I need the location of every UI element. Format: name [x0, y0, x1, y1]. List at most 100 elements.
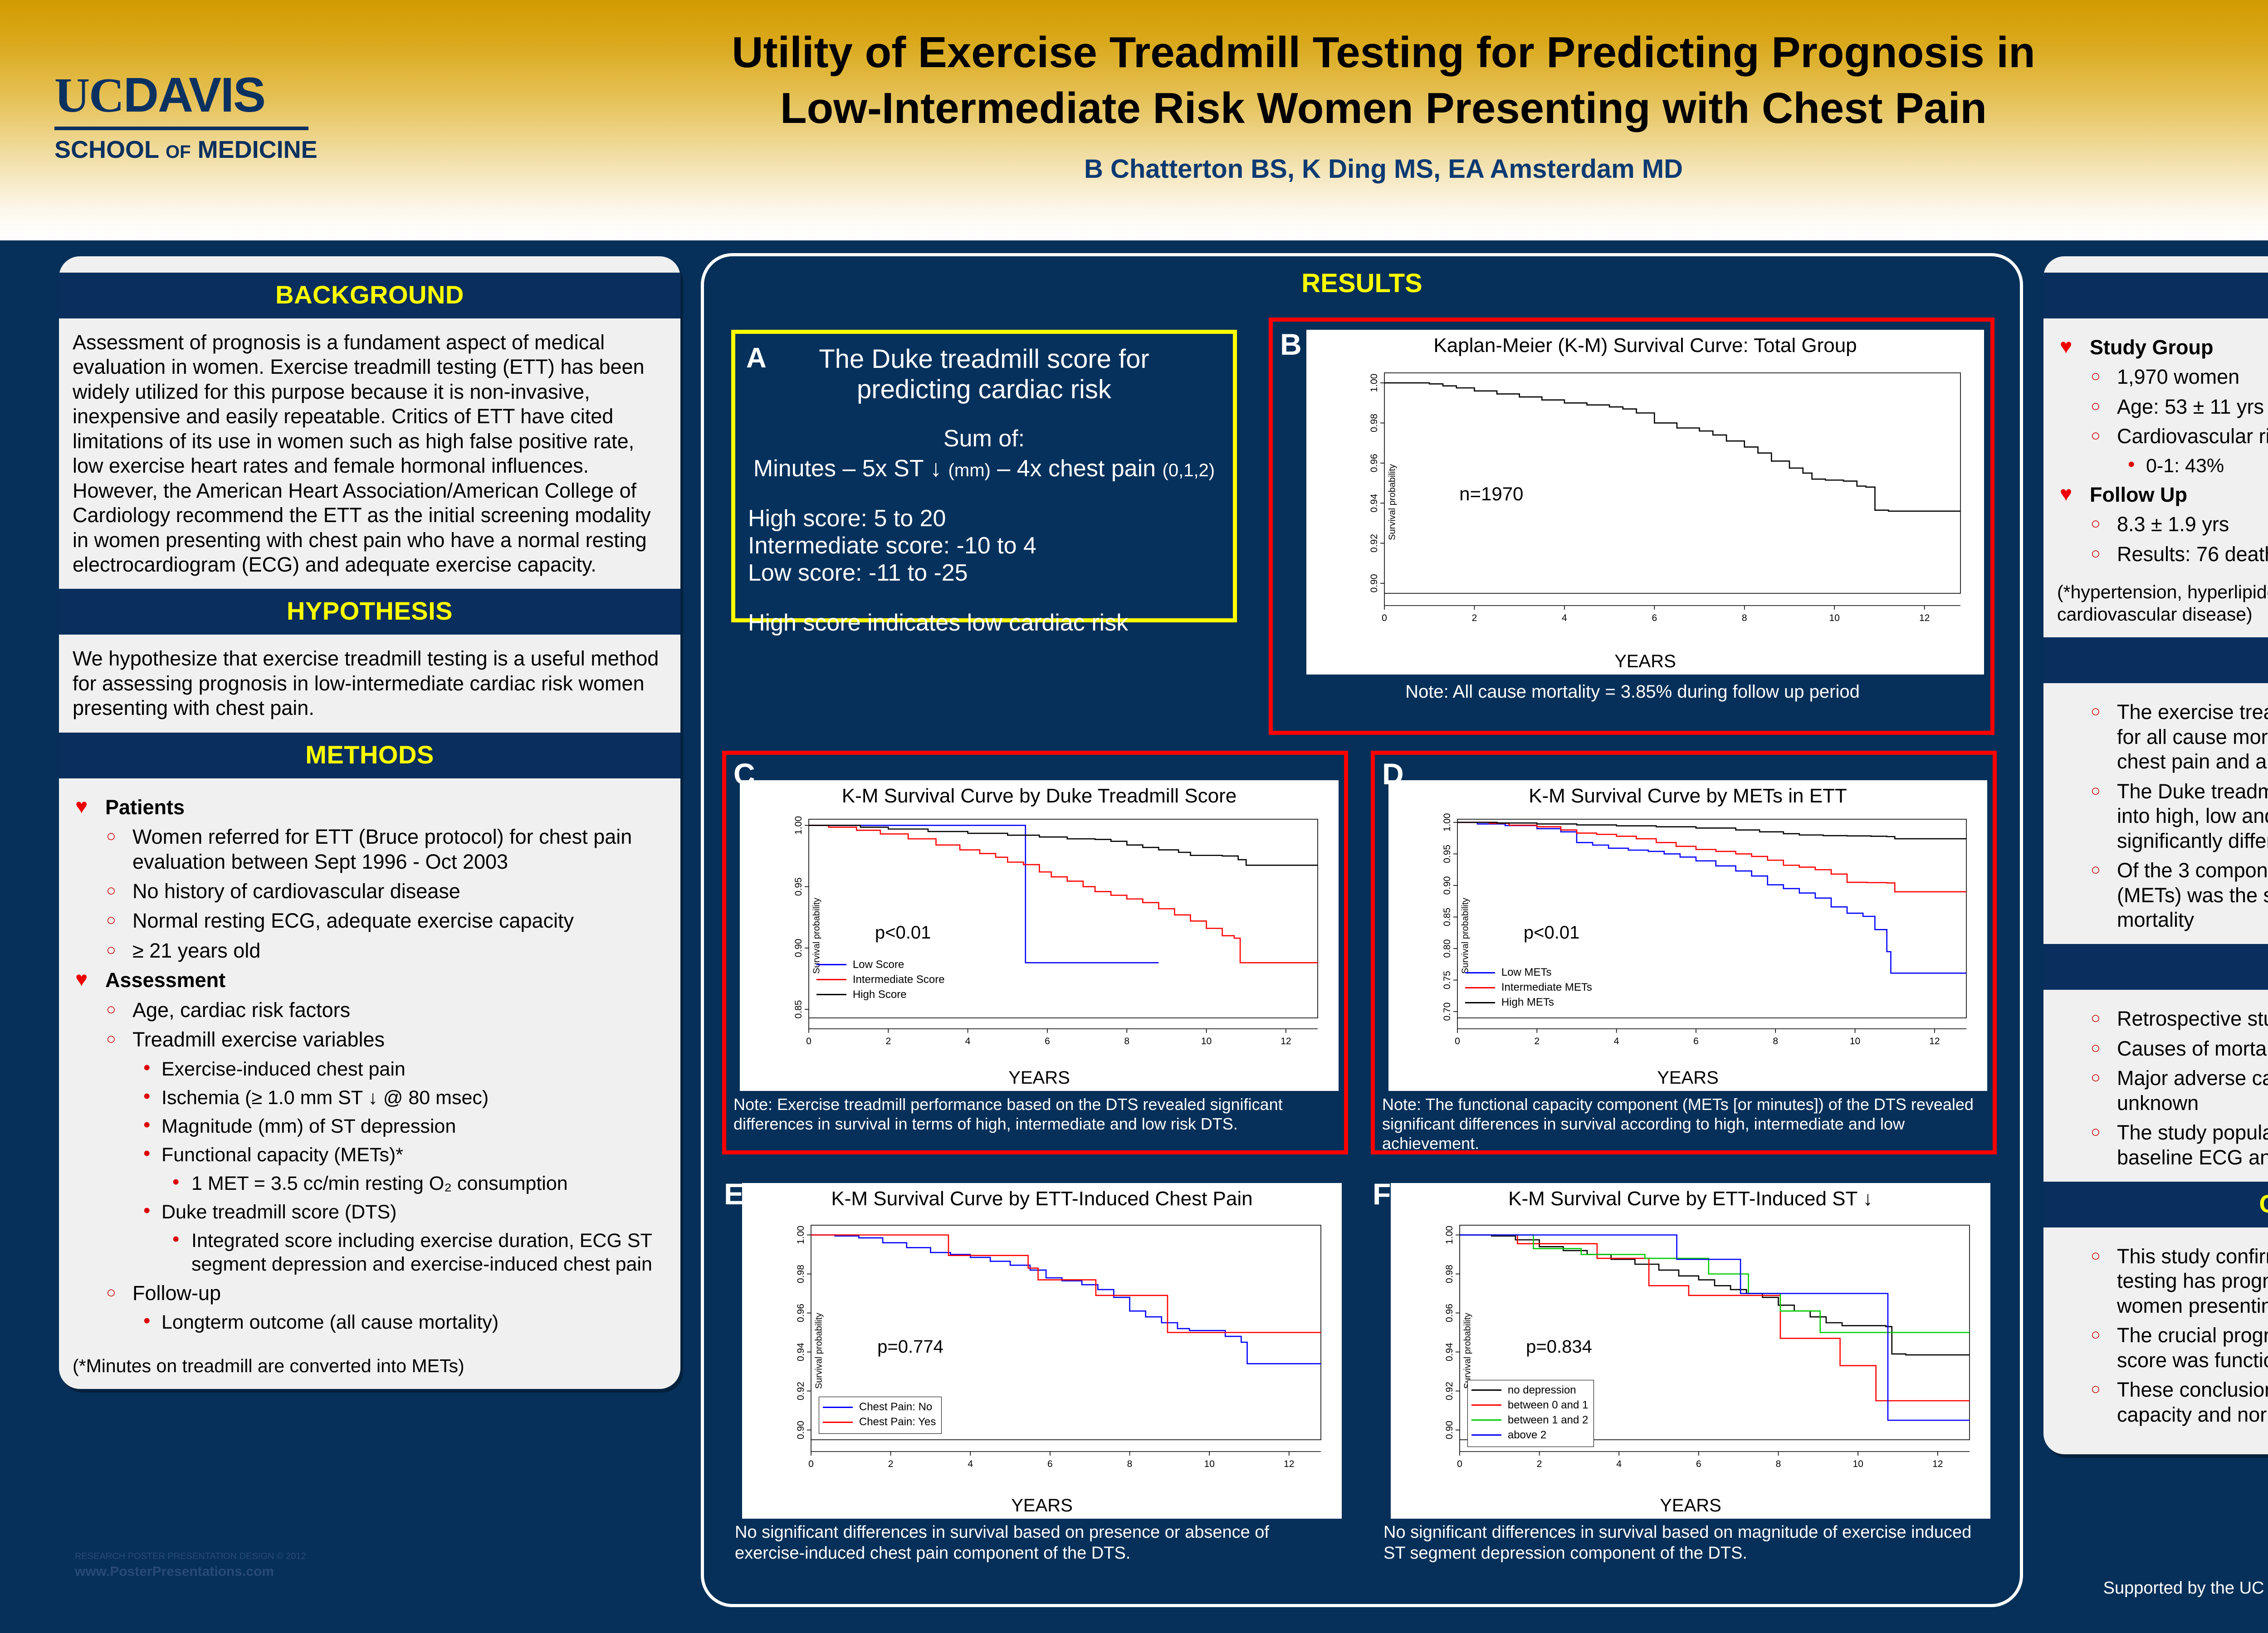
limitations-body: ○ Retrospective study ○ Causes of mortalit…: [2043, 990, 2268, 1182]
svg-text:0.92: 0.92: [796, 1382, 806, 1400]
list-item-label: No history of cardiovascular disease: [132, 880, 460, 903]
list-item: ○ Cardiovascular risk factors*: [2057, 424, 2268, 449]
series-between-1-and-2: [1460, 1234, 1970, 1333]
dot-bullet-icon: •: [143, 1085, 151, 1107]
list-item: ○ Retrospective study: [2057, 1007, 2268, 1031]
series-total-group: [1384, 382, 1960, 512]
chart-annotation: p=0.774: [877, 1336, 943, 1357]
list-item-label: Treadmill exercise variables: [132, 1028, 385, 1051]
list-item-label: Longterm outcome (all cause mortality): [161, 1311, 499, 1334]
svg-text:6: 6: [1693, 1036, 1699, 1046]
list-item: • Duke treadmill score (DTS): [73, 1199, 667, 1224]
legend-label: Intermediate METs: [1501, 981, 1592, 994]
chart-annotation: n=1970: [1459, 483, 1524, 504]
series-low-mets: [1457, 821, 1966, 974]
panel-letter-a: A: [746, 342, 767, 374]
svg-text:0.94: 0.94: [796, 1343, 806, 1361]
equation-012: (0,1,2): [1162, 460, 1215, 480]
series-above-2: [1460, 1234, 1970, 1421]
svg-text:2: 2: [888, 1459, 894, 1469]
svg-text:0.98: 0.98: [796, 1265, 806, 1283]
svg-text:0.90: 0.90: [1442, 876, 1452, 895]
legend-swatch: [816, 994, 846, 996]
section-header-summary: SUMMARY: [2043, 637, 2268, 684]
svg-text:6: 6: [1652, 613, 1657, 623]
logo-line2: SCHOOL OF MEDICINE: [54, 136, 336, 164]
list-item: ○ Results: 76 deaths, all cause mortality: [2057, 542, 2268, 567]
svg-text:12: 12: [1284, 1459, 1294, 1469]
list-item-label: ≥ 21 years old: [132, 939, 261, 962]
series-low-score: [809, 825, 1159, 963]
title-line-2: Low-Intermediate Risk Women Presenting w…: [780, 83, 1987, 132]
study-group-label: Study Group: [2090, 336, 2214, 359]
svg-text:0.90: 0.90: [793, 939, 804, 957]
legend-label: High METs: [1501, 996, 1554, 1009]
circle-bullet-icon: ○: [2091, 860, 2101, 879]
chart-legend: Low Score Intermediate Score High Score: [816, 958, 945, 1003]
equation-main: Minutes – 5x ST ↓: [753, 455, 948, 482]
dot-bullet-icon: •: [143, 1310, 151, 1332]
dot-bullet-icon: •: [172, 1170, 180, 1193]
chart-legend: no depression between 0 and 1 between 1 an…: [1467, 1379, 1594, 1447]
svg-text:0.92: 0.92: [1444, 1382, 1455, 1400]
panel-e-note: No significant differences in survival b…: [735, 1523, 1269, 1563]
legend-label: High Score: [852, 988, 907, 1001]
legend-item: High Score: [816, 988, 945, 1001]
panel-d-km-mets: D K-M Survival Curve by METs in ETT Survi…: [1371, 751, 1997, 1154]
legend-item: Intermediate Score: [816, 973, 945, 986]
list-item: ○ Causes of mortality unknown: [2057, 1037, 2268, 1061]
circle-bullet-icon: ○: [2091, 1122, 2101, 1141]
heart-icon: ♥: [2060, 334, 2072, 358]
panel-a-duke-score: A The Duke treadmill score for predictin…: [731, 330, 1237, 636]
svg-text:0: 0: [1382, 613, 1387, 623]
conclusions-body: ○ This study confirmed our hypothesis tha…: [2043, 1227, 2268, 1454]
list-item-label: Functional capacity (METs)*: [161, 1144, 403, 1166]
uc-davis-logo: UCDAVIS SCHOOL OF MEDICINE: [54, 70, 336, 164]
score-low: Low score: -11 to -25: [748, 560, 968, 587]
chart-annotation: p=0.834: [1526, 1336, 1592, 1357]
circle-bullet-icon: ○: [2091, 1038, 2101, 1057]
svg-text:6: 6: [1696, 1459, 1701, 1469]
equation-mm: (mm): [948, 460, 991, 480]
list-item: ○ ≥ 21 years old: [73, 939, 667, 963]
list-item: ○ Of the 3 components of the DTS, functio…: [2057, 858, 2268, 932]
svg-text:1.00: 1.00: [793, 816, 804, 835]
legend-swatch: [1471, 1389, 1501, 1391]
summary-body: ○ The exercise treadmill test demonstrate…: [2043, 683, 2268, 944]
circle-bullet-icon: ○: [106, 881, 116, 900]
svg-text:12: 12: [1932, 1459, 1943, 1469]
right-column: RESULTS ♥ Study Group ○ 1,970 women ○ Age: …: [2043, 256, 2268, 1455]
chart-km-st-depression: K-M Survival Curve by ETT-Induced ST ↓ Su…: [1391, 1183, 1990, 1519]
panel-f-note: No significant differences in survival b…: [1383, 1523, 1972, 1563]
legend-label: between 0 and 1: [1507, 1398, 1589, 1411]
circle-bullet-icon: ○: [2091, 1068, 2101, 1087]
list-item: ○ The exercise treadmill test demonstrate…: [2057, 700, 2268, 774]
logo-medicine: MEDICINE: [197, 136, 318, 163]
panel-a-title: The Duke treadmill score for predicting …: [819, 344, 1149, 405]
svg-text:1.00: 1.00: [1442, 813, 1452, 832]
list-item-label: 1,970 women: [2117, 365, 2240, 389]
title-line-1: Utility of Exercise Treadmill Testing fo…: [732, 28, 2035, 77]
legend-item: Chest Pain: No: [822, 1401, 936, 1413]
svg-text:10: 10: [1829, 613, 1840, 623]
background-body: Assessment of prognosis is a fundament a…: [59, 318, 680, 589]
list-item: • Magnitude (mm) of ST depression: [73, 1114, 667, 1138]
svg-text:0.98: 0.98: [1444, 1265, 1455, 1283]
svg-text:4: 4: [1614, 1036, 1619, 1046]
svg-text:0: 0: [806, 1036, 811, 1046]
panel-d-chart-area: K-M Survival Curve by METs in ETT Surviva…: [1388, 780, 1987, 1091]
credit-url: www.PosterPresentations.com: [75, 1564, 274, 1579]
svg-text:8: 8: [1773, 1036, 1778, 1046]
chart-x-axis-label: YEARS: [1011, 1496, 1073, 1516]
list-item-label: 1 MET = 3.5 cc/min resting O₂ consumptio…: [191, 1172, 568, 1194]
left-column: BACKGROUND Assessment of prognosis is a …: [59, 256, 680, 1389]
svg-text:6: 6: [1045, 1036, 1050, 1046]
svg-text:10: 10: [1850, 1036, 1860, 1046]
list-item: • Exercise-induced chest pain: [73, 1056, 667, 1081]
author-list: B Chatterton BS, K Ding MS, EA Amsterdam…: [1084, 154, 1683, 184]
results-footnote: (*hypertension, hyperlipidemia, diabetes…: [2057, 582, 2268, 625]
legend-label: between 1 and 2: [1507, 1413, 1589, 1426]
list-item: ○ The crucial prognostic component in the…: [2057, 1323, 2268, 1373]
circle-bullet-icon: ○: [106, 910, 116, 929]
list-item: ○ The Duke treadmill score (DTS) separate…: [2057, 779, 2268, 853]
